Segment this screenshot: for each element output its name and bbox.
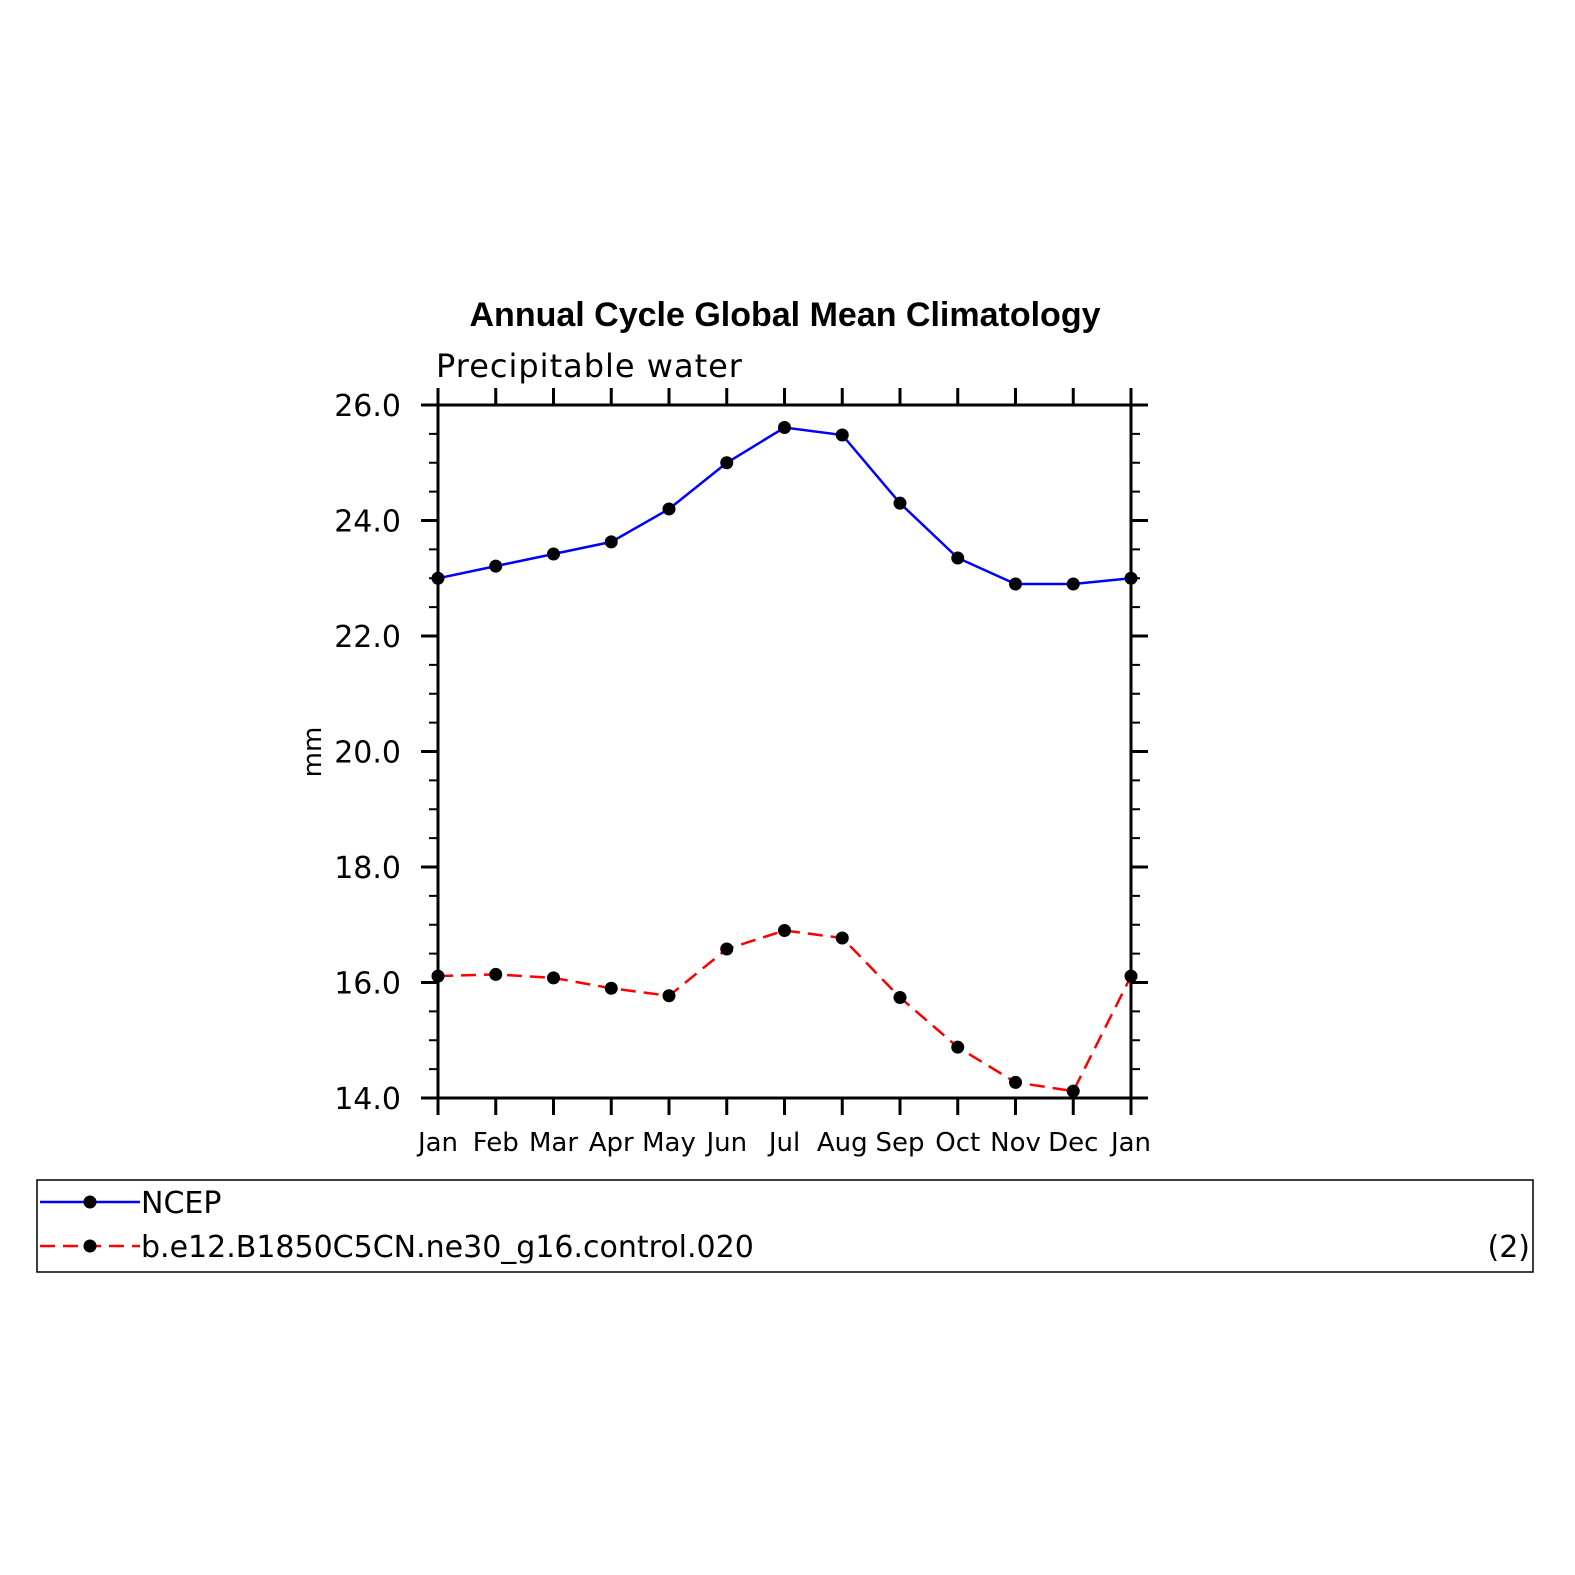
axes <box>436 403 1133 1100</box>
y-tick-label: 26.0 <box>334 389 401 424</box>
data-point <box>431 571 445 585</box>
x-tick-label: Sep <box>875 1128 924 1158</box>
x-tick-label: Feb <box>473 1128 519 1158</box>
y-tick-label: 24.0 <box>334 505 401 540</box>
series-line-2 <box>437 929 1133 1093</box>
x-tick-label: Jun <box>704 1128 747 1158</box>
data-point <box>835 428 849 442</box>
data-point <box>951 1040 965 1054</box>
x-tick-label: Mar <box>529 1128 578 1158</box>
plot-frame <box>436 403 1133 1100</box>
data-point <box>1009 1075 1022 1089</box>
data-point <box>778 924 791 938</box>
x-tick-labels: Jan Feb Mar Apr May Jun Jul Aug Sep Oct Nov Dec Jan <box>416 1128 1151 1158</box>
x-tick-label: Jan <box>416 1128 458 1158</box>
legend-label: b.e12.B1850C5CN.ne30_g16.control.020 <box>141 1230 754 1265</box>
x-tick-label: Apr <box>589 1128 634 1158</box>
chart-subtitle: Precipitable water <box>436 347 743 385</box>
data-point <box>835 931 849 945</box>
data-point <box>951 551 965 565</box>
x-tick-label: Dec <box>1048 1128 1098 1158</box>
tick-marks <box>421 388 1148 1115</box>
legend-box <box>36 1179 1534 1273</box>
legend-label: NCEP <box>141 1186 221 1221</box>
legend-note: (2) <box>1488 1230 1531 1265</box>
data-point <box>604 535 618 549</box>
chart-title: Annual Cycle Global Mean Climatology <box>470 296 1101 334</box>
data-point <box>893 991 907 1005</box>
x-tick-label: Aug <box>817 1128 868 1158</box>
x-tick-label: Jan <box>1109 1128 1151 1158</box>
y-tick-label: 16.0 <box>334 967 401 1002</box>
x-tick-label: Oct <box>935 1128 980 1158</box>
data-point <box>1124 969 1138 983</box>
data-point <box>547 971 560 985</box>
x-tick-label: Jul <box>767 1128 800 1158</box>
y-tick-labels: 14.0 16.0 18.0 20.0 22.0 24.0 26.0 <box>334 389 401 1117</box>
data-point <box>489 559 503 573</box>
legend-marker <box>83 1239 97 1253</box>
data-point <box>778 421 791 435</box>
data-point <box>547 547 560 561</box>
data-point <box>662 502 676 516</box>
series-layer <box>431 421 1138 1098</box>
data-point <box>1009 577 1022 591</box>
data-point <box>720 942 734 956</box>
y-tick-label: 20.0 <box>334 736 401 771</box>
data-point <box>1066 1084 1080 1098</box>
data-point <box>662 989 676 1003</box>
y-tick-label: 22.0 <box>334 620 401 655</box>
data-point <box>1066 577 1080 591</box>
legend: NCEP b.e12.B1850C5CN.ne30_g16.control.020 <box>40 1186 754 1265</box>
y-tick-label: 14.0 <box>334 1082 401 1117</box>
x-tick-label: May <box>642 1128 696 1158</box>
x-tick-label: Nov <box>990 1128 1041 1158</box>
data-point <box>604 981 618 995</box>
y-tick-label: 18.0 <box>334 851 401 886</box>
series-line-1 <box>437 426 1132 586</box>
y-axis-label: mm <box>298 727 328 778</box>
data-point <box>489 967 503 981</box>
data-point <box>1124 571 1138 585</box>
data-point <box>893 496 907 510</box>
legend-marker <box>83 1195 97 1209</box>
data-point <box>720 456 734 470</box>
data-point <box>431 969 445 983</box>
